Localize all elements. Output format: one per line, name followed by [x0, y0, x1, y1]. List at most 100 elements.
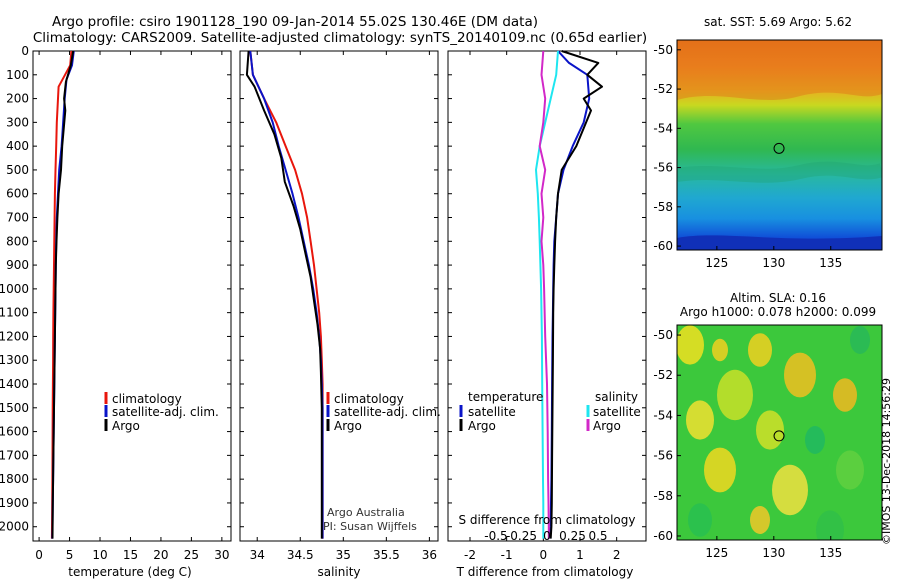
sla-map-title1: Altim. SLA: 0.16: [730, 291, 826, 305]
legend-climatology-2: climatology: [334, 392, 404, 406]
series-line: [549, 50, 603, 539]
sst-argo-marker: [773, 142, 785, 154]
y-tick-label: 1200: [0, 329, 29, 343]
s-difference-ticks: -0.5-0.25 0 0.25 0.5: [484, 529, 607, 543]
sla-blob: [748, 333, 772, 367]
y-tick-label: 1700: [0, 448, 29, 462]
y-tick-label: 1500: [0, 401, 29, 415]
map-x-tick-label: 125: [705, 256, 728, 270]
legend-satellite-adj: satellite-adj. clim.: [112, 405, 219, 419]
x-tick-label: 35.5: [373, 548, 400, 562]
credit-line2: PI: Susan Wijffels: [323, 520, 417, 533]
map-y-tick-label: -56: [653, 161, 673, 175]
y-tick-label: 0: [21, 44, 29, 58]
y-tick-label: 2000: [0, 520, 29, 534]
x-tick-label: 34.5: [287, 548, 314, 562]
y-tick-label: 1000: [0, 282, 29, 296]
y-tick-label: 800: [6, 234, 29, 248]
map-y-tick-label: -60: [653, 239, 673, 253]
series-line: [249, 50, 324, 539]
x2-tick-label: -0.25: [506, 529, 537, 543]
sla-blob: [850, 326, 870, 354]
legend-argo: Argo: [112, 419, 140, 433]
y-tick-label: 500: [6, 163, 29, 177]
sla-blob: [750, 506, 770, 534]
y-tick-label: 1800: [0, 472, 29, 486]
sst-map: [677, 40, 882, 250]
sla-blob: [712, 338, 728, 362]
sla-blob: [836, 450, 864, 490]
sla-argo-marker: [773, 430, 785, 442]
credit-line1: Argo Australia: [327, 506, 405, 519]
sla-map-frame: [676, 324, 883, 541]
map-x-tick-label: 125: [705, 546, 728, 560]
sla-blob: [717, 369, 753, 421]
y-tick-label: 1400: [0, 377, 29, 391]
difference-panel-frame: [447, 50, 647, 542]
y-tick-label: 1100: [0, 306, 29, 320]
sla-blob: [784, 352, 816, 398]
legend-satellite-adj-2: satellite-adj. clim.: [334, 405, 441, 419]
sla-blob: [805, 426, 825, 454]
x2-tick-label: 0: [543, 529, 551, 543]
series-line: [249, 50, 324, 539]
series-line: [538, 50, 550, 539]
map-y-tick-label: -58: [653, 200, 673, 214]
sla-map: [677, 325, 882, 540]
legend-temp-argo: Argo: [468, 419, 496, 433]
x-tick-label: 10: [92, 548, 107, 562]
x-tick-label: 35: [336, 548, 351, 562]
x-tick-label: -2: [464, 548, 476, 562]
map-x-tick-label: 135: [819, 256, 842, 270]
figure-title-line1: Argo profile: csiro 1901128_190 09-Jan-2…: [52, 14, 538, 30]
map-x-tick-label: 130: [762, 256, 785, 270]
sla-blob: [704, 447, 736, 493]
x-tick-label: 30: [214, 548, 229, 562]
map-x-tick-label: 130: [762, 546, 785, 560]
y-tick-label: 100: [6, 68, 29, 82]
sla-map-title2: Argo h1000: 0.078 h2000: 0.099: [680, 305, 876, 319]
map-y-tick-label: -60: [653, 529, 673, 543]
sst-map-frame: [676, 39, 883, 251]
profile-lines: [50, 50, 603, 539]
series-line: [535, 50, 559, 539]
y-tick-label: 1300: [0, 353, 29, 367]
sla-map-ticks: 125 130 135 -50 -52 -54 -56 -58 -60: [653, 328, 842, 560]
y-tick-label: 1600: [0, 425, 29, 439]
sla-blob: [677, 325, 704, 365]
map-y-tick-label: -58: [653, 489, 673, 503]
x-tick-label: 15: [123, 548, 138, 562]
x-tick-label: -1: [501, 548, 513, 562]
series-line: [245, 50, 323, 539]
temperature-axis-label: temperature (deg C): [68, 565, 191, 579]
y-tick-label: 700: [6, 211, 29, 225]
timestamp: ©IMOS 13-Dec-2018 14:56:29: [880, 378, 893, 545]
x-tick-label: 20: [153, 548, 168, 562]
sst-map-ticks: 125 130 135 -50 -52 -54 -56 -58 -60: [653, 43, 842, 270]
y-tick-label: 300: [6, 115, 29, 129]
sla-blob: [772, 464, 808, 516]
x-tick-label: 2: [613, 548, 621, 562]
map-y-tick-label: -54: [653, 121, 673, 135]
legend-salinity-head: salinity: [595, 390, 638, 404]
x-tick-label: 25: [184, 548, 199, 562]
salinity-legend: climatology satellite-adj. clim. Argo: [326, 392, 441, 433]
temperature-panel-frame: [32, 50, 232, 542]
y-tick-label: 200: [6, 92, 29, 106]
y-tick-label: 1900: [0, 496, 29, 510]
legend-climatology: climatology: [112, 392, 182, 406]
x-tick-label: 0: [35, 548, 43, 562]
figure-title-line2: Climatology: CARS2009. Satellite-adjuste…: [33, 30, 647, 46]
map-x-tick-label: 135: [819, 546, 842, 560]
series-line: [51, 50, 75, 539]
series-line: [548, 50, 591, 539]
map-y-tick-label: -52: [653, 82, 673, 96]
x-tick-label: 36: [422, 548, 437, 562]
legend-sal-argo: Argo: [593, 419, 621, 433]
sla-blob: [833, 378, 857, 412]
legend-temp-satellite: satellite: [468, 405, 516, 419]
s-difference-axis-label: S difference from climatology: [459, 513, 636, 527]
temperature-legend: climatology satellite-adj. clim. Argo: [104, 392, 219, 433]
t-difference-axis-label: T difference from climatology: [456, 565, 634, 579]
x2-tick-label: 0.25: [559, 529, 586, 543]
